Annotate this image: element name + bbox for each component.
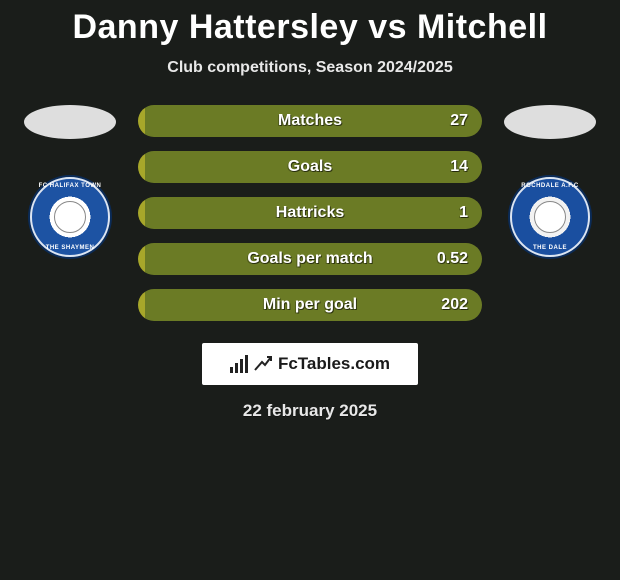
stat-bar-right-value: 27 xyxy=(450,112,468,130)
left-player-column: FC HALIFAX TOWN THE SHAYMEN xyxy=(20,105,120,259)
stat-bar-label: Matches xyxy=(278,112,342,130)
right-player-column: ROCHDALE A.F.C THE DALE xyxy=(500,105,600,259)
stat-bar: Matches 27 xyxy=(138,105,482,137)
stat-bar-left-segment xyxy=(138,289,145,321)
page-subtitle: Club competitions, Season 2024/2025 xyxy=(0,59,620,77)
footer-date: 22 february 2025 xyxy=(0,401,620,421)
left-club-top-text: FC HALIFAX TOWN xyxy=(30,183,110,189)
stat-bar-left-segment xyxy=(138,197,145,229)
stat-bar-label: Min per goal xyxy=(263,296,357,314)
page-title: Danny Hattersley vs Mitchell xyxy=(0,8,620,47)
stat-bar-right-value: 202 xyxy=(441,296,468,314)
footer-brand-text: FcTables.com xyxy=(278,354,390,374)
comparison-bars: Matches 27 Goals 14 Hattricks 1 Goals per matc… xyxy=(138,105,482,321)
stat-bar: Goals 14 xyxy=(138,151,482,183)
stat-bar-right-value: 1 xyxy=(459,204,468,222)
footer-brand-logo: FcTables.com xyxy=(202,343,418,385)
left-player-silhouette xyxy=(24,105,116,139)
right-club-badge: ROCHDALE A.F.C THE DALE xyxy=(508,175,592,259)
left-club-badge: FC HALIFAX TOWN THE SHAYMEN xyxy=(28,175,112,259)
trend-arrow-icon xyxy=(254,355,272,373)
stat-bar: Hattricks 1 xyxy=(138,197,482,229)
stat-bar: Min per goal 202 xyxy=(138,289,482,321)
stat-bar-left-segment xyxy=(138,243,145,275)
right-club-top-text: ROCHDALE A.F.C xyxy=(510,183,590,189)
stat-bar: Goals per match 0.52 xyxy=(138,243,482,275)
stat-bar-left-segment xyxy=(138,105,145,137)
left-club-bottom-text: THE SHAYMEN xyxy=(30,245,110,251)
stat-bar-label: Goals xyxy=(288,158,332,176)
right-club-bottom-text: THE DALE xyxy=(510,245,590,251)
stat-bar-right-value: 0.52 xyxy=(437,250,468,268)
bars-icon xyxy=(230,355,248,373)
stat-bar-label: Goals per match xyxy=(247,250,372,268)
stat-bar-right-value: 14 xyxy=(450,158,468,176)
comparison-row: FC HALIFAX TOWN THE SHAYMEN Matches 27 Goa… xyxy=(0,105,620,321)
right-player-silhouette xyxy=(504,105,596,139)
stat-bar-label: Hattricks xyxy=(276,204,344,222)
stat-bar-left-segment xyxy=(138,151,145,183)
